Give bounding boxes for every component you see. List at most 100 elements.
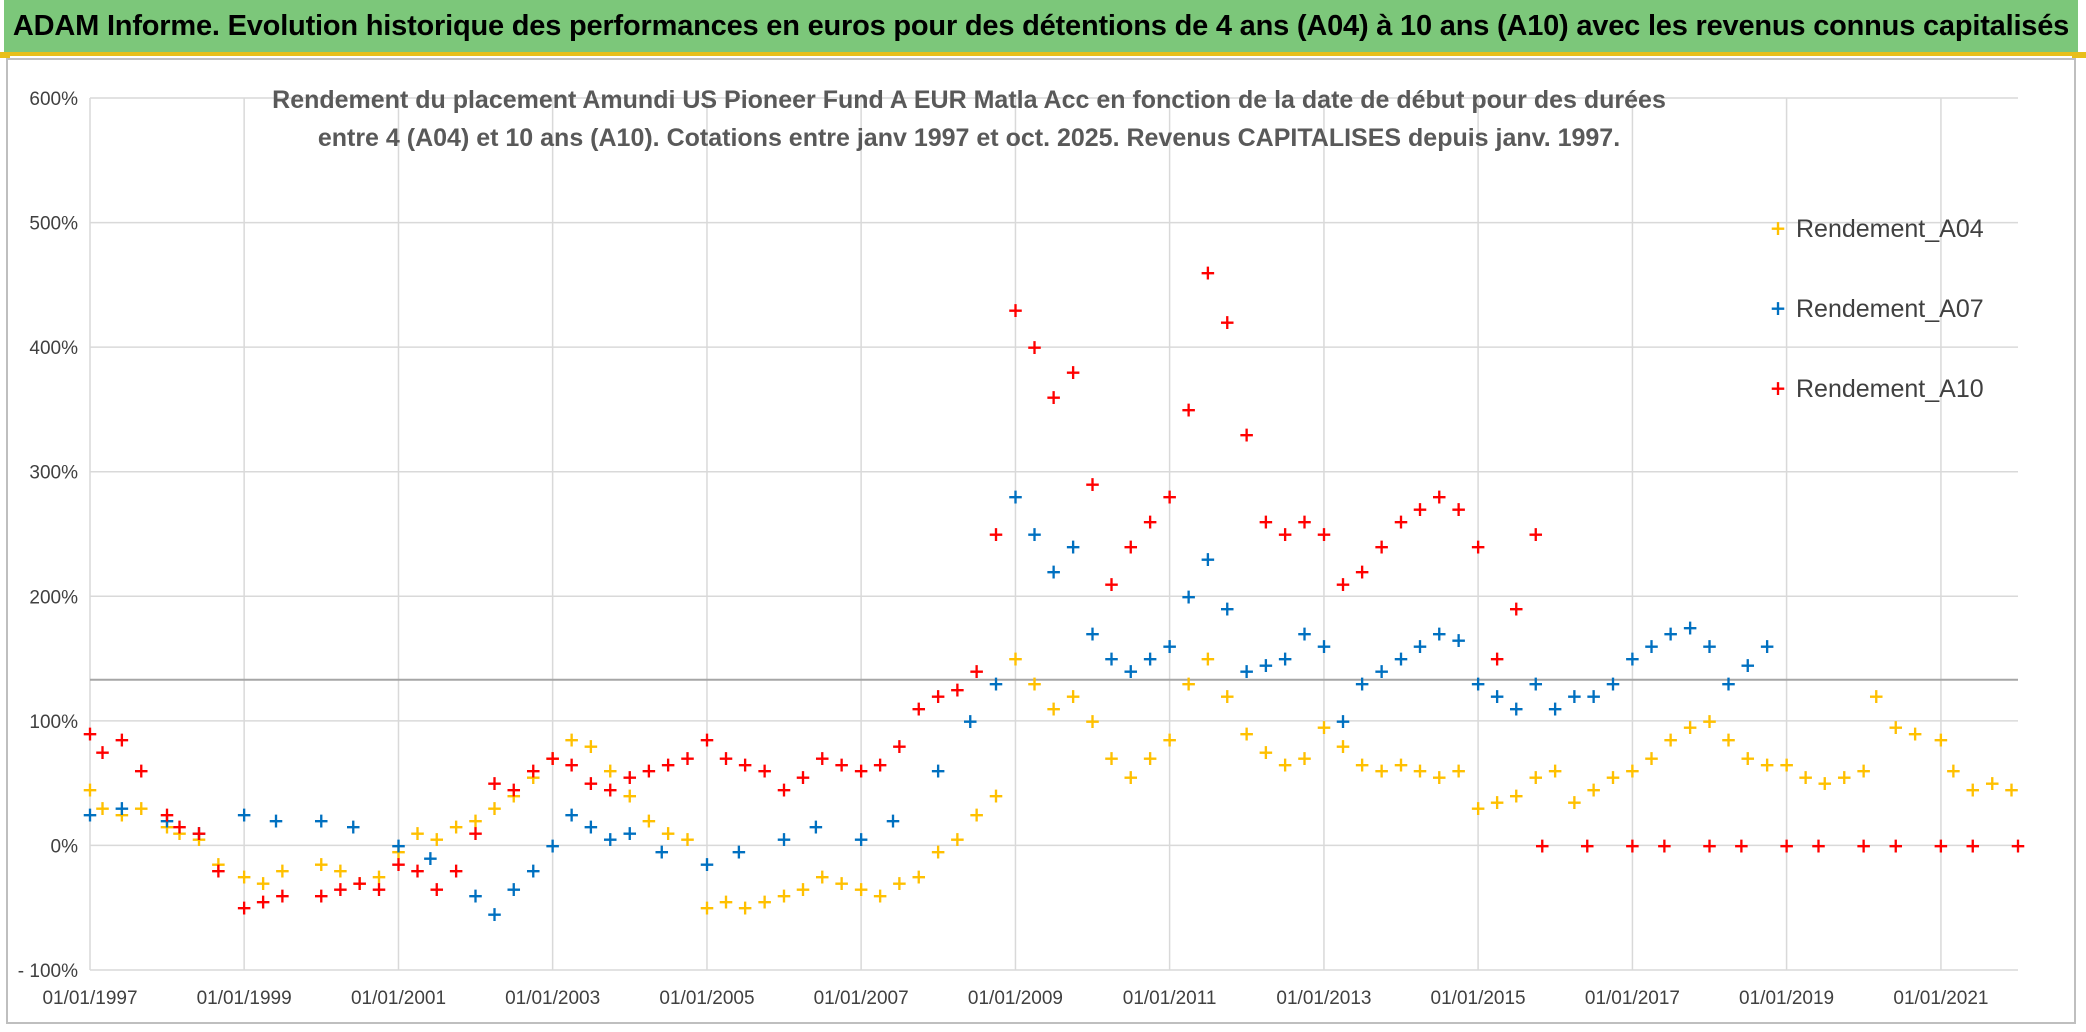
data-point: + — [1431, 622, 1448, 646]
data-point: + — [582, 734, 599, 758]
data-point: + — [1199, 260, 1216, 284]
data-point: + — [1933, 833, 1950, 857]
data-point: + — [660, 752, 677, 776]
data-point: + — [255, 889, 272, 913]
data-point: + — [1258, 510, 1275, 534]
data-point: + — [1739, 653, 1756, 677]
data-point: + — [1084, 622, 1101, 646]
data-point: + — [1778, 752, 1795, 776]
data-point: + — [428, 877, 445, 901]
data-point: + — [1393, 510, 1410, 534]
data-point: + — [718, 889, 735, 913]
data-point: + — [1527, 522, 1544, 546]
data-point: + — [1026, 522, 1043, 546]
legend-label: Rendement_A07 — [1796, 295, 1984, 323]
data-point: + — [814, 746, 831, 770]
data-point: + — [371, 877, 388, 901]
data-point: + — [621, 784, 638, 808]
data-point: + — [274, 858, 291, 882]
data-point: + — [699, 728, 716, 752]
data-point: + — [1778, 833, 1795, 857]
data-point: + — [1045, 385, 1062, 409]
data-point: + — [82, 802, 99, 826]
data-point: + — [94, 796, 111, 820]
x-tick-label: 01/01/2017 — [1585, 988, 1680, 1009]
data-point: + — [1836, 765, 1853, 789]
data-point: + — [1662, 728, 1679, 752]
data-point: + — [236, 896, 253, 920]
data-point: + — [582, 771, 599, 795]
data-point: + — [930, 840, 947, 864]
data-point: + — [1180, 397, 1197, 421]
data-point: + — [737, 752, 754, 776]
data-point: + — [1489, 790, 1506, 814]
data-point: + — [1759, 634, 1776, 658]
data-point: + — [313, 852, 330, 876]
y-tick-label: 0% — [51, 836, 79, 857]
data-point: + — [1335, 709, 1352, 733]
data-point: + — [1964, 777, 1981, 801]
data-point: + — [1759, 752, 1776, 776]
data-point: + — [1868, 684, 1885, 708]
data-point: + — [1296, 746, 1313, 770]
page-header: ADAM Informe. Evolution historique des p… — [4, 0, 2078, 56]
data-point: + — [1585, 684, 1602, 708]
data-point: + — [486, 902, 503, 926]
data-point: + — [1277, 647, 1294, 671]
data-point: + — [1354, 752, 1371, 776]
data-point: + — [1045, 559, 1062, 583]
data-point: + — [133, 796, 150, 820]
data-point: + — [1810, 833, 1827, 857]
data-point: + — [853, 759, 870, 783]
data-point: + — [1316, 522, 1333, 546]
x-tick-label: 01/01/2013 — [1276, 988, 1371, 1009]
data-point: + — [1643, 634, 1660, 658]
data-point: + — [210, 858, 227, 882]
data-point: + — [1219, 310, 1236, 334]
data-point: + — [1393, 647, 1410, 671]
x-tick-label: 01/01/2001 — [351, 988, 446, 1009]
x-tick-label: 01/01/2021 — [1893, 988, 1988, 1009]
data-point: + — [486, 796, 503, 820]
data-point: + — [910, 865, 927, 889]
data-point: + — [1739, 746, 1756, 770]
data-point: + — [1547, 759, 1564, 783]
data-point: + — [1296, 622, 1313, 646]
data-point: + — [1142, 510, 1159, 534]
data-point: + — [94, 740, 111, 764]
data-point: + — [814, 865, 831, 889]
data-point: + — [1103, 572, 1120, 596]
data-point: + — [268, 809, 285, 833]
y-tick-label: 400% — [29, 338, 78, 359]
data-point: + — [351, 871, 368, 895]
data-point: + — [1605, 671, 1622, 695]
header-corner-left — [0, 52, 10, 58]
data-point: + — [1142, 746, 1159, 770]
chart-title-line: Rendement du placement Amundi US Pioneer… — [272, 86, 1666, 114]
data-point: + — [1238, 659, 1255, 683]
data-point: + — [1065, 360, 1082, 384]
data-point: + — [1508, 784, 1525, 808]
x-tick-label: 01/01/2005 — [659, 988, 754, 1009]
data-point: + — [486, 771, 503, 795]
data-point: + — [1964, 833, 1981, 857]
data-point: + — [1373, 534, 1390, 558]
data-point: + — [833, 871, 850, 895]
data-point: + — [345, 815, 362, 839]
data-point: + — [1933, 728, 1950, 752]
data-point: + — [171, 821, 188, 845]
data-point: + — [602, 827, 619, 851]
data-point: + — [1161, 728, 1178, 752]
data-point: + — [1065, 534, 1082, 558]
data-point: + — [1470, 796, 1487, 820]
data-point: + — [776, 777, 793, 801]
x-tick-label: 01/01/1997 — [42, 988, 137, 1009]
data-point: + — [2010, 833, 2027, 857]
data-point: + — [853, 827, 870, 851]
data-point: + — [1720, 728, 1737, 752]
x-tick-label: 01/01/2011 — [1123, 988, 1217, 1009]
data-point: + — [730, 840, 747, 864]
legend-label: Rendement_A04 — [1796, 215, 1984, 243]
legend-marker: + — [1770, 296, 1787, 320]
data-point: + — [114, 796, 131, 820]
